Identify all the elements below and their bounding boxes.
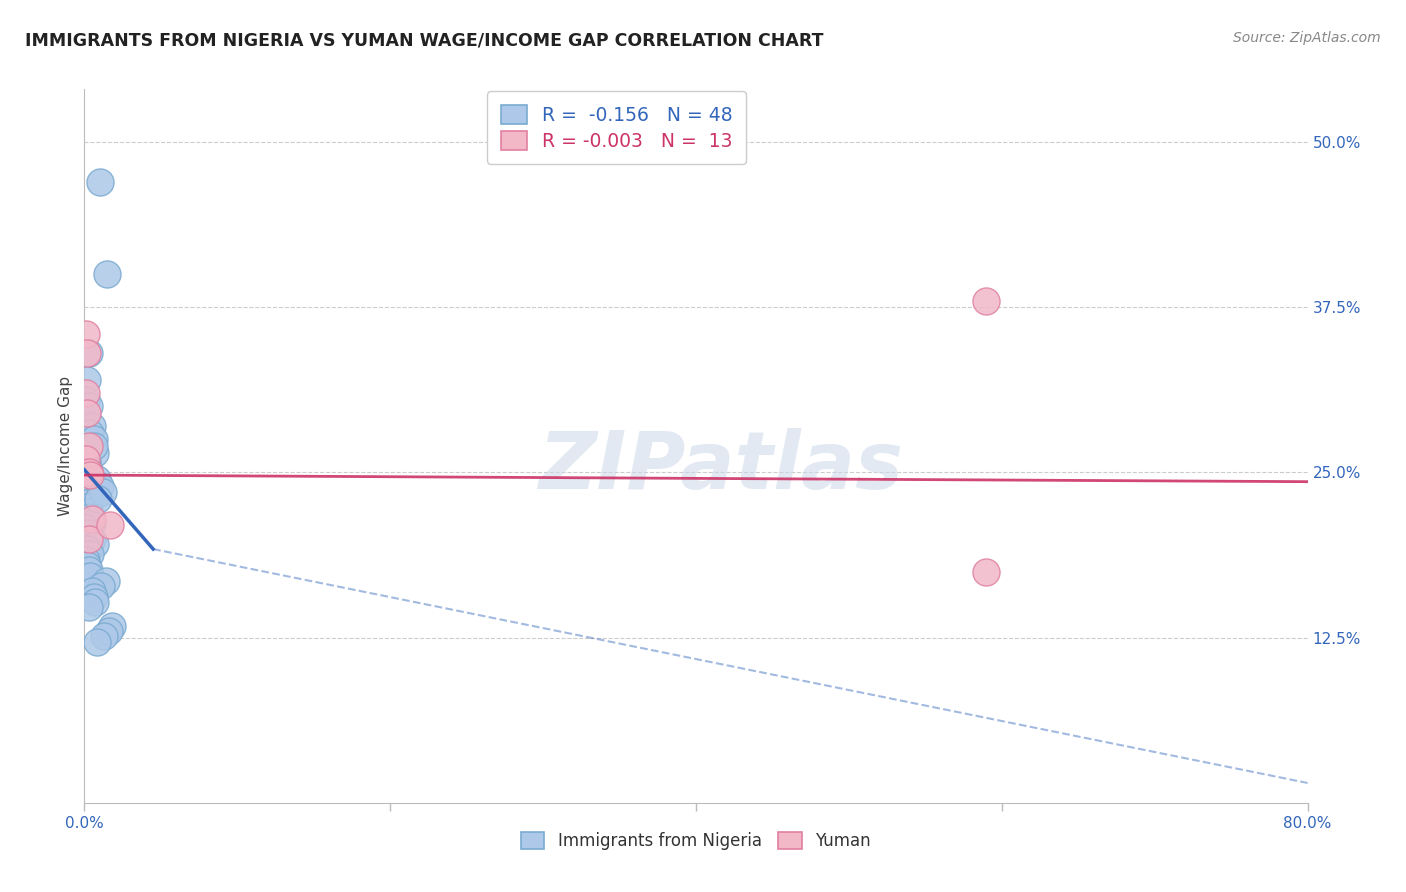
Point (75, 326, 97, 341)
Point (80, 474, 103, 488)
Point (76, 373, 98, 387)
Point (86, 472, 108, 486)
Point (84, 445, 107, 459)
Point (77, 600, 100, 615)
Point (79, 468, 101, 483)
Point (93, 629, 115, 643)
Point (77, 346, 100, 360)
Point (976, 293, 998, 308)
Point (79, 510, 101, 524)
Point (77, 532, 100, 546)
Point (75, 386, 97, 401)
Point (76, 483, 98, 498)
Point (75, 478, 97, 492)
Point (80, 584, 103, 599)
Point (77, 400, 100, 414)
Point (75, 552, 97, 566)
Point (76, 406, 98, 420)
Point (79, 547, 101, 561)
Point (98, 518, 121, 533)
Point (101, 618, 124, 632)
Point (80, 516, 103, 530)
Point (80, 511, 103, 525)
Point (76, 455, 98, 469)
Legend: Immigrants from Nigeria, Yuman: Immigrants from Nigeria, Yuman (513, 824, 879, 859)
Point (80, 532, 103, 546)
Text: ZIPatlas: ZIPatlas (538, 428, 903, 507)
Point (77, 466, 100, 480)
Point (76, 542, 98, 557)
Point (96, 267, 118, 281)
Point (79, 494, 101, 508)
Point (76, 558, 98, 572)
Point (75, 521, 97, 535)
Point (90, 579, 112, 593)
Point (79, 425, 101, 440)
Point (77, 505, 100, 519)
Point (94, 574, 117, 588)
Point (80, 419, 103, 434)
Point (77, 563, 100, 577)
Point (77, 489, 100, 503)
Point (83, 590, 105, 604)
Point (97, 624, 120, 638)
Point (75, 392, 97, 407)
Point (83, 433, 105, 447)
Point (75, 452, 97, 467)
Point (91, 485, 114, 500)
Point (77, 439, 100, 453)
Point (79, 568, 101, 582)
Point (83, 439, 105, 453)
Point (76, 500, 98, 514)
Point (75, 450, 97, 464)
Text: IMMIGRANTS FROM NIGERIA VS YUMAN WAGE/INCOME GAP CORRELATION CHART: IMMIGRANTS FROM NIGERIA VS YUMAN WAGE/IN… (25, 31, 824, 49)
Point (976, 565, 998, 579)
Text: Source: ZipAtlas.com: Source: ZipAtlas.com (1233, 31, 1381, 45)
Point (84, 595, 107, 609)
Point (77, 463, 100, 477)
Point (87, 491, 110, 506)
Point (76, 346, 98, 360)
Y-axis label: Wage/Income Gap: Wage/Income Gap (58, 376, 73, 516)
Point (84, 537, 107, 551)
Point (77, 526, 100, 541)
Point (79, 468, 101, 483)
Point (89, 478, 111, 492)
Point (86, 634, 108, 648)
Point (89, 175, 111, 189)
